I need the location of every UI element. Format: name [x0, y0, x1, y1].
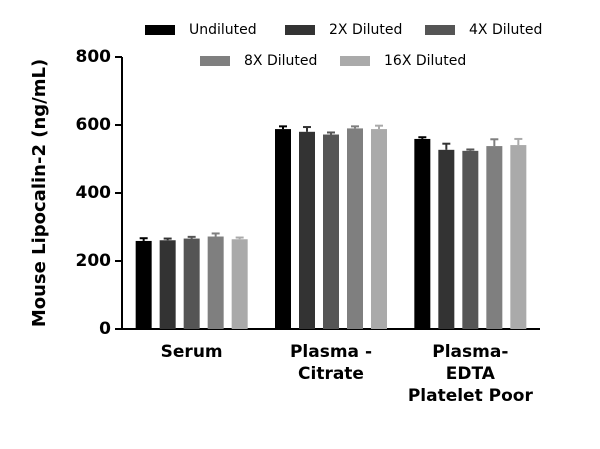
bar: [183, 238, 200, 329]
error-bar: [375, 124, 383, 130]
error-bar: [139, 237, 148, 241]
legend-swatch: [285, 25, 315, 35]
bar: [159, 240, 176, 329]
bar: [510, 145, 527, 329]
error-bar: [351, 125, 359, 129]
y-tick-label: 600: [76, 115, 112, 135]
bar: [207, 236, 224, 329]
y-tick-label: 400: [76, 183, 112, 203]
legend-swatch: [200, 56, 230, 66]
y-tick-label: 800: [76, 47, 112, 67]
error-bar: [514, 137, 523, 146]
y-tick-label: 0: [99, 319, 111, 339]
error-bar: [163, 237, 172, 241]
bar: [371, 129, 387, 329]
legend-label: Undiluted: [189, 22, 257, 38]
x-tick-label: Serum: [160, 342, 223, 362]
error-bar: [418, 136, 427, 139]
legend-swatch: [340, 56, 370, 66]
error-bar: [211, 232, 220, 237]
bar: [323, 134, 339, 329]
y-axis-label: Mouse Lipocalin-2 (ng/mL): [29, 59, 50, 327]
legend-label: 16X Diluted: [384, 53, 466, 69]
legend-label: 4X Diluted: [469, 22, 542, 38]
legend-label: 2X Diluted: [329, 22, 402, 38]
bar: [414, 138, 431, 329]
bar: [275, 129, 291, 329]
x-tick-label: Plasma- EDTA Platelet Poor: [407, 342, 533, 406]
legend-label: 8X Diluted: [244, 53, 317, 69]
error-bar: [187, 235, 196, 239]
y-tick-label: 200: [76, 251, 112, 271]
bar: [486, 146, 503, 329]
error-bar: [279, 125, 287, 130]
x-tick-label: Plasma - Citrate: [289, 342, 373, 384]
error-bar: [442, 142, 451, 150]
error-bar: [303, 126, 311, 132]
bar: [135, 240, 152, 329]
bar: [462, 150, 479, 329]
error-bar: [327, 131, 335, 135]
bar: [438, 149, 455, 329]
error-bar: [466, 148, 475, 151]
error-bar: [490, 138, 499, 147]
bar: [299, 131, 315, 329]
legend-swatch: [425, 25, 455, 35]
bar: [347, 128, 363, 329]
error-bar: [235, 236, 244, 240]
bar: [231, 239, 248, 329]
legend-swatch: [145, 25, 175, 35]
